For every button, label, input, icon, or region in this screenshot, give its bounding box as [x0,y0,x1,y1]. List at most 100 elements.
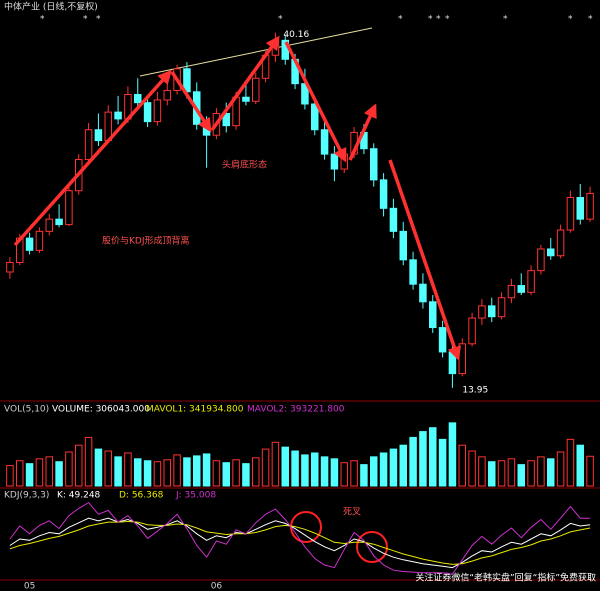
volume-bar [261,448,270,487]
star: * [428,15,433,25]
candle-body [478,305,486,319]
volume-bar [25,463,34,487]
volume-bar [360,464,368,487]
volume-bar [271,441,280,487]
volume-bar [497,460,506,487]
volume-bar [104,450,112,487]
candle-body [468,317,476,345]
candle-body [566,196,575,231]
candle-body [114,111,122,120]
volume-bar [399,444,407,487]
volume-bar [163,459,171,487]
candle-body [576,196,584,220]
legend-entry: VOLUME: 306043.000 [52,405,150,415]
volume-bar [379,452,388,487]
volume-bar [458,444,466,487]
candle-body [134,94,142,104]
candle-body [163,89,171,101]
volume-bar [556,451,565,487]
volume-bar [438,438,447,487]
volume-bar [94,448,103,487]
volume-bar [537,456,545,487]
star: * [568,15,573,25]
volume-bar [202,453,211,487]
star: * [445,15,450,25]
volume-bar [75,444,83,487]
volume-bar [291,450,299,487]
candle-body [399,230,407,261]
candle-body [330,153,339,170]
candle-body [222,112,230,127]
candle-body [419,283,427,303]
volume-bar [448,422,457,487]
circle-marker [356,531,388,563]
volume-bar [527,460,535,487]
candle-body [242,96,250,102]
star: * [278,15,283,25]
arrow [170,71,212,133]
volume-bar [134,458,142,487]
volume-bar [566,438,575,487]
candle-body [370,148,378,181]
kdj-line [9,501,591,575]
volume-bar [45,456,53,487]
volume-bar [586,455,594,487]
volume-bar [547,458,555,487]
candle-body [537,248,545,272]
legend-entry: MAVOL1: 341934.800 [146,405,244,415]
volume-bar [517,464,525,487]
watermark: 关注证券微信“老韩实盘”回复“指标”免费获取 [415,572,596,584]
volume-bar [311,452,319,487]
candle-body [497,297,506,318]
x-tick-label: 06 [211,582,223,591]
candle-body [507,285,516,299]
legend-entry: K: 49.248 [57,491,101,501]
legend-entry: KDJ(9,3,3) [4,491,49,501]
volume-bar [576,444,584,487]
candle-body [45,218,53,232]
volume-bar [183,457,191,487]
volume-bar [153,461,162,487]
legend-entry: D: 56.368 [119,491,164,501]
kdj-line [9,520,591,565]
volume-bar [429,427,437,487]
volume-bar [114,456,122,487]
volume-bar [124,452,132,487]
arrow [13,69,172,247]
candle-body [65,190,73,226]
candle-body [586,192,594,220]
legend-entry: J: 35.008 [175,491,216,501]
volume-bar [419,431,427,487]
volume-bar [320,456,329,487]
volume-bar [222,462,230,487]
candle-body [84,129,93,161]
star: * [96,15,101,25]
volume-bar [488,461,496,487]
volume-bar [232,459,240,487]
volume-bar [35,458,44,487]
candle-body [389,207,398,232]
volume-bar [301,454,309,487]
volume-bar [173,454,181,487]
volume-bar [370,456,378,487]
arrow [284,41,347,163]
candle-body [94,129,103,142]
candle-body [252,77,260,102]
volume-bar [143,460,152,487]
volume-bar [16,460,24,487]
annotation: 死叉 [343,507,361,518]
volume-bar [409,436,417,487]
volume-bar [330,458,339,487]
star: * [398,15,403,25]
arrow [348,103,377,161]
volume-bar [389,448,398,487]
star: * [588,15,593,25]
volume-bar [6,465,14,487]
candle-body [320,129,329,155]
volume-bar [242,463,250,487]
candle-body [409,259,417,285]
annotation: 股价与KDJ形成顶背离 [102,235,190,247]
